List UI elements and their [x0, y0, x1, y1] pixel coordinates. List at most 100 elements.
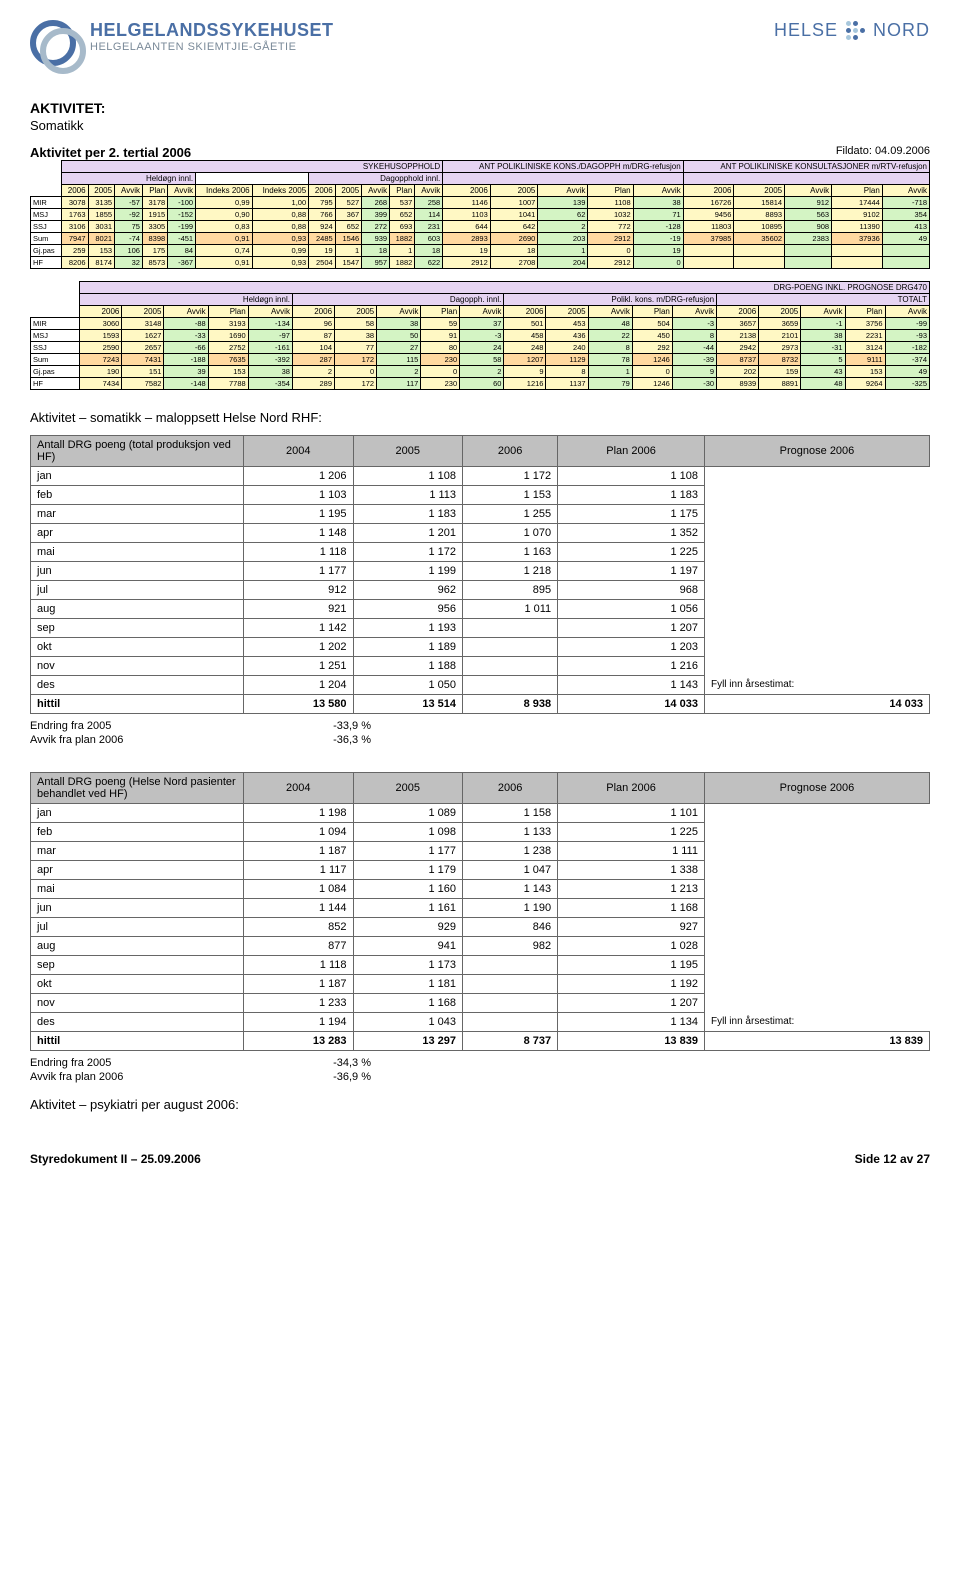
cell: 3659: [759, 318, 801, 330]
col-header: [31, 306, 80, 318]
cell: 8573: [142, 257, 167, 269]
cell: [704, 975, 929, 994]
cell: 1 108: [353, 467, 463, 486]
cell: 3031: [88, 221, 115, 233]
cell: [704, 804, 929, 823]
table-row: feb1 1031 1131 1531 183: [31, 486, 930, 505]
cell: 0,91: [196, 257, 253, 269]
row-label: aug: [31, 600, 244, 619]
col-header: Plan: [832, 185, 883, 197]
cell: [704, 505, 929, 524]
dots-icon: [846, 21, 865, 40]
table-row: nov1 2331 1681 207: [31, 994, 930, 1013]
cell: 37985: [683, 233, 734, 245]
cell: 8893: [734, 209, 785, 221]
cell: 1 190: [463, 899, 558, 918]
col-header: Avvik: [885, 306, 929, 318]
cell: 1 142: [244, 619, 354, 638]
cell: 1547: [335, 257, 362, 269]
cell: 1 117: [244, 861, 354, 880]
cell: 1 153: [463, 486, 558, 505]
cell: [704, 918, 929, 937]
cell: 2: [292, 366, 334, 378]
row-label: Sum: [31, 233, 62, 245]
cell: 1 213: [558, 880, 705, 899]
cell: 1 172: [463, 467, 558, 486]
table-row: SSJ25902657-662752-161104772780242482408…: [31, 342, 930, 354]
cell: [463, 657, 558, 676]
table1-cols: 20062005AvvikPlanAvvikIndeks 2006Indeks …: [31, 185, 930, 197]
cell: 2752: [208, 342, 248, 354]
cell: 1 207: [558, 994, 705, 1013]
cell: 0,88: [252, 221, 309, 233]
cell: 190: [80, 366, 122, 378]
cell: 153: [208, 366, 248, 378]
cell: -99: [885, 318, 929, 330]
cell: [704, 562, 929, 581]
cell: 172: [335, 354, 377, 366]
cell: 1108: [588, 197, 633, 209]
cell: 9: [504, 366, 546, 378]
cell: 13 283: [244, 1032, 354, 1051]
page-header: HELGELANDSSYKEHUSET HELGELAANTEN SKIEMTJ…: [30, 20, 930, 70]
cell: 982: [463, 937, 558, 956]
cell: 2: [460, 366, 504, 378]
table1-title: Aktivitet per 2. tertial 2006: [30, 145, 191, 160]
cell: 1 098: [353, 823, 463, 842]
cell: [704, 581, 929, 600]
cell: 450: [632, 330, 672, 342]
cell: 13 580: [244, 695, 354, 714]
cell: -97: [248, 330, 292, 342]
cell: 9264: [845, 378, 885, 390]
cell: 1 181: [353, 975, 463, 994]
psyk-title: Aktivitet – psykiatri per august 2006:: [30, 1097, 930, 1112]
cell: [704, 823, 929, 842]
row-label: jan: [31, 467, 244, 486]
cell: 1 143: [558, 676, 705, 695]
cell: 927: [558, 918, 705, 937]
cell: 1 192: [558, 975, 705, 994]
table-row: mar1 1951 1831 2551 175: [31, 505, 930, 524]
cell: 3193: [208, 318, 248, 330]
col-header: Avvik: [377, 306, 421, 318]
table-row: jan1 1981 0891 1581 101: [31, 804, 930, 823]
cell: -354: [248, 378, 292, 390]
cell: 603: [415, 233, 443, 245]
row-label: MSJ: [31, 209, 62, 221]
cell: 956: [353, 600, 463, 619]
row-label: nov: [31, 994, 244, 1013]
cell: 1 175: [558, 505, 705, 524]
table-row: MIR30603148-883193-134965838593750145348…: [31, 318, 930, 330]
cell: 1 189: [353, 638, 463, 657]
cell: 19: [309, 245, 336, 257]
cell: 2942: [717, 342, 759, 354]
cell: -3: [672, 318, 716, 330]
mal-title: Aktivitet – somatikk – maloppsett Helse …: [30, 410, 930, 425]
cell: 354: [882, 209, 929, 221]
cell: 1 133: [463, 823, 558, 842]
col-header: 2005: [546, 306, 588, 318]
col-header: 2006: [683, 185, 734, 197]
cell: [704, 619, 929, 638]
cell: -152: [168, 209, 196, 221]
cell: 1: [335, 245, 362, 257]
cell: -100: [168, 197, 196, 209]
cell: 1 199: [353, 562, 463, 581]
cell: 58: [460, 354, 504, 366]
cell: [704, 956, 929, 975]
cell: 38: [248, 366, 292, 378]
cell: 114: [415, 209, 443, 221]
cell: 37: [460, 318, 504, 330]
cell: 1 216: [558, 657, 705, 676]
cell: 3124: [845, 342, 885, 354]
cell: 652: [335, 221, 362, 233]
cell: -93: [885, 330, 929, 342]
col-header: Plan: [208, 306, 248, 318]
cell: 2383: [785, 233, 832, 245]
cell: 1,00: [252, 197, 309, 209]
cell: 37936: [832, 233, 883, 245]
cell: [463, 975, 558, 994]
cell: [704, 937, 929, 956]
row-label: MSJ: [31, 330, 80, 342]
cell: 2690: [490, 233, 538, 245]
